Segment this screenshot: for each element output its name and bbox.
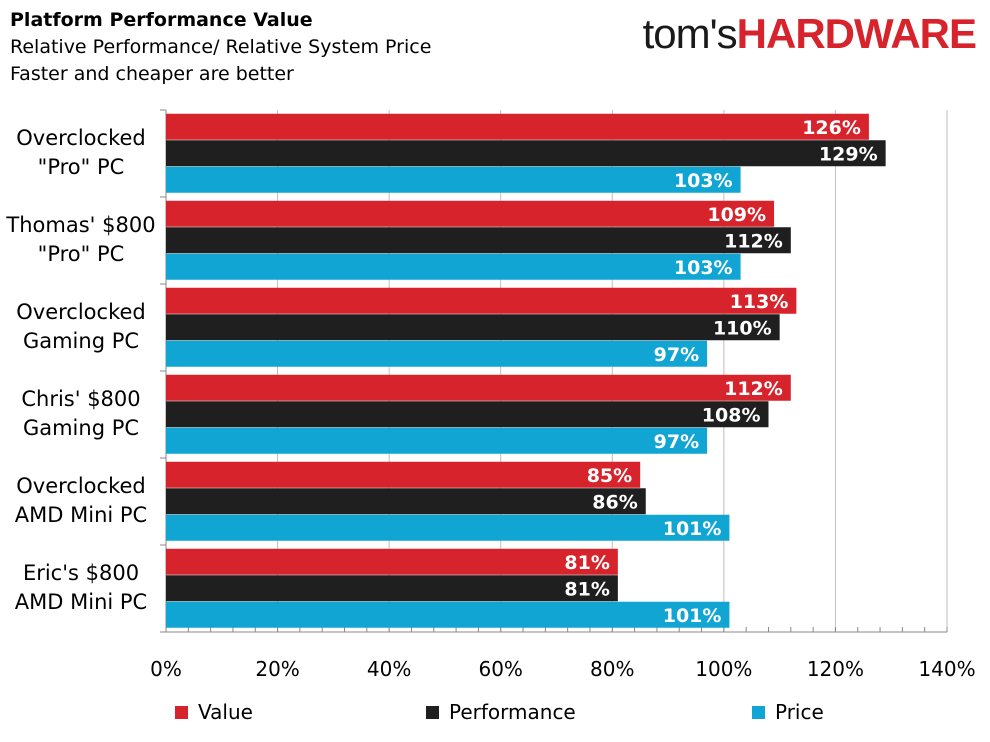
bar-performance xyxy=(166,401,769,428)
legend-item-value: Value xyxy=(175,700,253,724)
category-label: Overclocked "Pro" PC xyxy=(3,124,159,182)
category-label-line: Eric's $800 xyxy=(22,560,140,585)
legend-label: Value xyxy=(198,700,253,724)
data-label: 81% xyxy=(564,552,609,574)
data-label: 109% xyxy=(707,204,766,226)
x-tick-label: 140% xyxy=(918,657,975,681)
data-label: 129% xyxy=(819,144,878,166)
legend-label: Performance xyxy=(449,700,576,724)
bar-value xyxy=(166,548,618,575)
category-label: Chris' $800 Gaming PC xyxy=(3,385,159,443)
category-label-line: Thomas' $800 xyxy=(6,212,156,237)
bar-performance xyxy=(166,575,618,602)
bar-performance xyxy=(166,314,780,341)
legend-label: Price xyxy=(775,700,824,724)
category-label-line: AMD Mini PC xyxy=(14,502,148,527)
data-label: 97% xyxy=(654,344,699,366)
category-label-line: AMD Mini PC xyxy=(14,589,148,614)
chart-subtitle-2: Faster and cheaper are better xyxy=(10,63,294,85)
category-label-line: Chris' $800 xyxy=(21,386,141,411)
data-label: 101% xyxy=(663,605,722,627)
category-label: Overclocked Gaming PC xyxy=(3,298,159,356)
category-label: Thomas' $800 "Pro" PC xyxy=(3,211,159,269)
data-label: 113% xyxy=(730,291,789,313)
legend-swatch xyxy=(426,705,439,719)
bar-price xyxy=(166,340,708,367)
data-label: 101% xyxy=(663,518,722,540)
legend-swatch xyxy=(752,705,765,719)
x-tick-label: 0% xyxy=(150,657,182,681)
bar-performance xyxy=(166,488,646,515)
category-label-line: Gaming PC xyxy=(22,328,140,353)
data-label: 110% xyxy=(713,318,772,340)
bar-value xyxy=(166,374,791,401)
data-label: 108% xyxy=(702,405,761,427)
chart-title: Platform Performance Value xyxy=(10,9,313,31)
bar-price xyxy=(166,514,730,541)
bar-price xyxy=(166,601,730,628)
data-label: 112% xyxy=(724,378,783,400)
x-tick-label: 20% xyxy=(255,657,299,681)
logo-part-1: tom's xyxy=(642,10,738,57)
bar-value xyxy=(166,113,869,140)
bar-price xyxy=(166,427,708,454)
data-label: 103% xyxy=(674,170,733,192)
x-tick-label: 80% xyxy=(590,657,634,681)
category-label-line: "Pro" PC xyxy=(37,154,125,179)
category-label-line: "Pro" PC xyxy=(37,241,125,266)
data-label: 97% xyxy=(654,431,699,453)
bar-performance xyxy=(166,140,886,167)
legend-swatch xyxy=(175,705,188,719)
chart-title-block: Platform Performance Value Relative Perf… xyxy=(10,8,431,85)
bar-value xyxy=(166,200,775,227)
bar-price xyxy=(166,253,741,280)
x-tick-label: 40% xyxy=(367,657,411,681)
x-tick-label: 60% xyxy=(478,657,522,681)
x-tick-label: 100% xyxy=(695,657,752,681)
category-label-line: Gaming PC xyxy=(22,415,140,440)
data-label: 85% xyxy=(587,465,632,487)
category-label-line: Overclocked xyxy=(16,473,146,498)
category-label-line: Overclocked xyxy=(16,125,146,150)
chart-subtitle: Relative Performance/ Relative System Pr… xyxy=(10,36,432,58)
bar-price xyxy=(166,166,741,193)
category-label-line: Overclocked xyxy=(16,299,146,324)
category-label: Eric's $800 AMD Mini PC xyxy=(3,559,159,617)
legend-item-performance: Performance xyxy=(426,700,576,724)
data-label: 86% xyxy=(592,492,637,514)
bar-value xyxy=(166,287,797,314)
x-tick-label: 120% xyxy=(807,657,864,681)
toms-hardware-logo: tom'sHARDWARE xyxy=(642,10,977,58)
logo-part-2: HARDWARE xyxy=(736,10,977,57)
data-label: 126% xyxy=(802,117,861,139)
category-label: Overclocked AMD Mini PC xyxy=(3,472,159,530)
data-label: 81% xyxy=(564,579,609,601)
legend-item-price: Price xyxy=(752,700,824,724)
bar-value xyxy=(166,461,641,488)
bar-performance xyxy=(166,227,791,254)
data-label: 112% xyxy=(724,231,783,253)
data-label: 103% xyxy=(674,257,733,279)
